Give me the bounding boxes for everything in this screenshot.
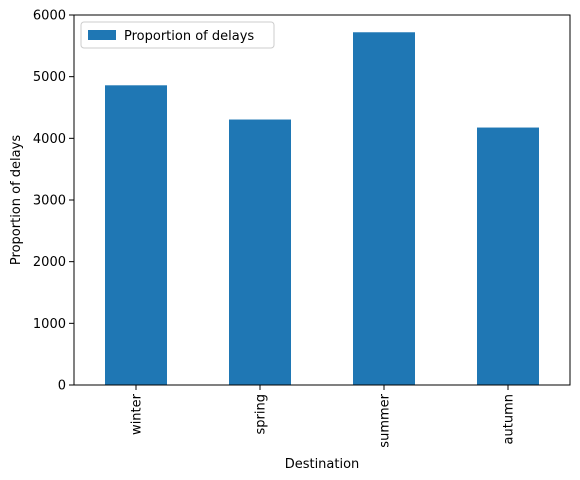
y-tick-label-4000: 4000	[33, 132, 66, 147]
bar-winter	[105, 85, 167, 386]
y-tick-label-0: 0	[58, 379, 66, 394]
legend-label: Proportion of delays	[124, 29, 254, 44]
x-tick-label-summer: summer	[378, 393, 393, 447]
y-tick-label-5000: 5000	[33, 70, 66, 85]
legend-swatch	[88, 30, 116, 40]
x-axis-title: Destination	[285, 457, 360, 472]
x-tick-label-winter: winter	[130, 393, 145, 435]
y-tick-label-6000: 6000	[33, 9, 66, 24]
bar-autumn	[477, 127, 539, 386]
x-axis: winter spring summer autumn	[130, 385, 517, 448]
bar-spring	[229, 119, 291, 386]
y-tick-label-3000: 3000	[33, 194, 66, 209]
x-tick-label-autumn: autumn	[502, 394, 517, 444]
y-axis-title: Proportion of delays	[9, 135, 24, 265]
plot-frame	[73, 14, 571, 386]
y-tick-label-1000: 1000	[33, 317, 66, 332]
y-tick-label-2000: 2000	[33, 255, 66, 270]
legend-box	[80, 21, 275, 49]
bars-group	[105, 32, 539, 386]
y-axis: 0 1000 2000 3000 4000 5000 6000	[33, 9, 74, 394]
legend: Proportion of delays	[80, 21, 275, 49]
x-tick-label-spring: spring	[254, 394, 269, 434]
bar-summer	[353, 32, 415, 386]
